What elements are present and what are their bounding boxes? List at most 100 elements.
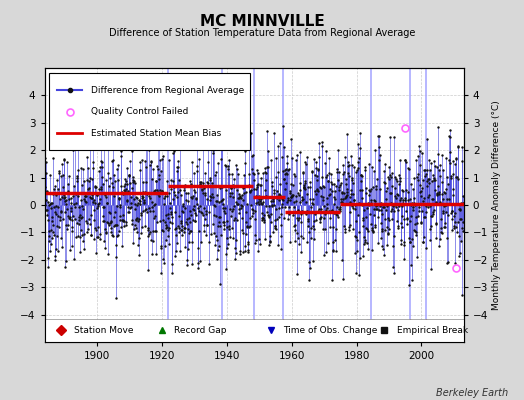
Point xyxy=(185,207,194,214)
Point xyxy=(122,222,130,228)
Point xyxy=(343,186,352,192)
Point xyxy=(331,188,339,195)
Point xyxy=(184,226,192,233)
Point xyxy=(448,216,456,222)
Point xyxy=(402,187,410,193)
Point xyxy=(326,214,334,221)
Point xyxy=(91,184,99,190)
Point xyxy=(204,180,212,186)
Point xyxy=(267,157,275,164)
Point xyxy=(203,222,212,228)
Point xyxy=(174,223,182,229)
Point xyxy=(96,196,105,202)
Point xyxy=(226,206,235,212)
Point xyxy=(72,234,81,240)
Point xyxy=(225,193,234,200)
Point xyxy=(232,161,241,168)
Point xyxy=(291,226,300,233)
Point xyxy=(325,192,334,198)
Point xyxy=(428,177,436,184)
Point xyxy=(150,188,158,194)
Point xyxy=(103,200,111,206)
Point xyxy=(196,209,205,216)
Point xyxy=(56,214,64,221)
Point xyxy=(82,218,90,224)
Point xyxy=(161,189,170,196)
Point xyxy=(188,195,196,201)
Point xyxy=(208,194,216,200)
Point xyxy=(46,172,54,178)
Point xyxy=(439,208,447,214)
Point xyxy=(58,161,67,167)
Point xyxy=(174,177,183,184)
Point xyxy=(136,201,145,208)
Point xyxy=(59,216,68,222)
Point xyxy=(41,202,49,208)
Point xyxy=(117,224,125,231)
Point xyxy=(300,184,309,190)
Point xyxy=(418,208,427,214)
Point xyxy=(282,166,290,173)
Point xyxy=(436,216,445,222)
Point xyxy=(252,237,260,244)
Point xyxy=(212,256,221,262)
Point xyxy=(359,253,367,259)
Point xyxy=(75,216,84,223)
Point xyxy=(370,212,378,218)
Point xyxy=(367,196,375,203)
Point xyxy=(43,188,51,194)
Point xyxy=(421,173,429,179)
Point xyxy=(210,202,218,208)
Point xyxy=(108,232,116,238)
Point xyxy=(163,227,172,234)
Point xyxy=(443,259,452,266)
Point xyxy=(299,196,307,202)
Point xyxy=(456,207,464,213)
Point xyxy=(316,185,325,191)
Point xyxy=(200,222,209,228)
Point xyxy=(335,168,343,175)
Point xyxy=(439,210,447,216)
Point xyxy=(254,181,262,187)
Point xyxy=(305,265,314,271)
Point xyxy=(197,179,205,185)
Point xyxy=(400,239,409,246)
Point xyxy=(299,184,308,190)
Point xyxy=(253,184,261,190)
Point xyxy=(453,174,461,180)
Point xyxy=(242,189,250,195)
Point xyxy=(244,249,252,256)
Point xyxy=(168,261,177,268)
Point xyxy=(451,161,460,168)
Point xyxy=(418,185,426,191)
Point xyxy=(391,176,400,182)
Point xyxy=(312,191,320,197)
Point xyxy=(257,196,265,202)
Point xyxy=(224,241,232,248)
Point xyxy=(423,183,431,189)
Point xyxy=(141,158,149,164)
Point xyxy=(313,166,322,172)
Point xyxy=(87,212,95,218)
FancyBboxPatch shape xyxy=(49,74,250,150)
Point xyxy=(156,218,164,224)
Point xyxy=(357,173,366,179)
Point xyxy=(99,212,107,219)
Point xyxy=(309,258,317,264)
Point xyxy=(288,193,297,199)
Point xyxy=(117,243,126,250)
Point xyxy=(166,209,174,215)
Point xyxy=(268,229,277,235)
Point xyxy=(285,166,293,173)
Point xyxy=(432,199,440,205)
Point xyxy=(374,133,382,140)
Point xyxy=(267,178,276,185)
Point xyxy=(333,212,342,218)
Point xyxy=(92,226,100,233)
Point xyxy=(417,219,425,226)
Point xyxy=(359,217,368,224)
Point xyxy=(171,226,179,232)
Point xyxy=(450,225,458,231)
Point xyxy=(135,234,143,241)
Point xyxy=(223,245,232,252)
